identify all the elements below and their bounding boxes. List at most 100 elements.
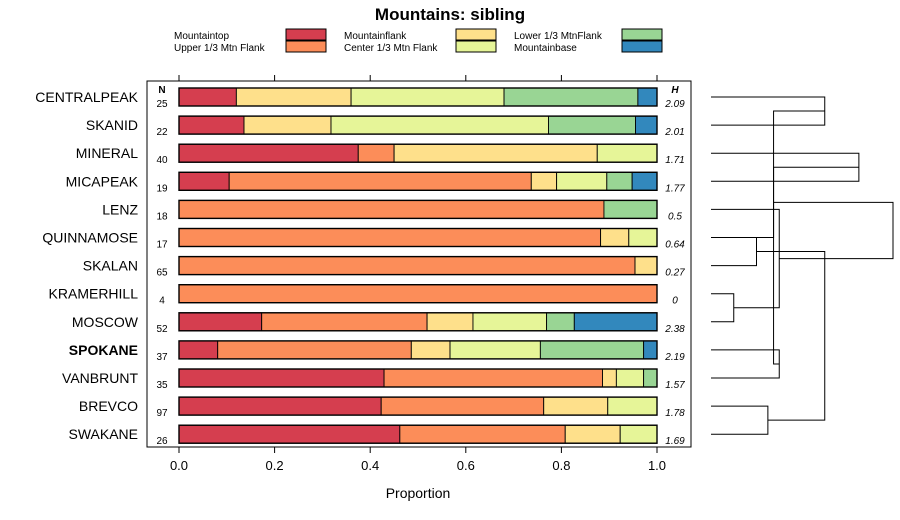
n-header: N xyxy=(158,85,165,96)
bar-segment xyxy=(383,368,603,388)
category-label: SKANID xyxy=(86,117,138,133)
bar-segment xyxy=(235,87,352,107)
bar-segment xyxy=(556,171,608,191)
h-value: 1.77 xyxy=(665,183,685,194)
bar-segment xyxy=(178,199,605,219)
bar-segment xyxy=(380,396,545,416)
bar-segment xyxy=(178,171,230,191)
bar-outline xyxy=(178,87,658,107)
bar-segment xyxy=(602,368,617,388)
category-label: QUINNAMOSE xyxy=(42,230,138,246)
category-label: MOSCOW xyxy=(72,314,139,330)
bar-segment xyxy=(217,340,412,360)
bar-segment xyxy=(634,256,658,276)
category-label: KRAMERHILL xyxy=(49,286,139,302)
bar-segment xyxy=(603,199,658,219)
h-value: 2.01 xyxy=(664,127,684,138)
n-value: 18 xyxy=(156,211,168,222)
n-value: 97 xyxy=(156,408,168,419)
n-value: 19 xyxy=(156,183,168,194)
n-value: 40 xyxy=(156,155,168,166)
x-tick-label: 0.2 xyxy=(266,458,284,473)
bar-segment xyxy=(178,396,382,416)
bar-outline xyxy=(178,396,658,416)
n-value: 4 xyxy=(159,296,165,307)
category-label: MINERAL xyxy=(76,145,138,161)
n-value: 65 xyxy=(156,268,168,279)
n-value: 35 xyxy=(156,380,168,391)
legend-swatch xyxy=(455,28,497,41)
bar-segment xyxy=(530,171,558,191)
category-label: CENTRALPEAK xyxy=(35,89,138,105)
bar-segment xyxy=(410,340,451,360)
bar-segment xyxy=(635,115,658,135)
bar-segment xyxy=(615,368,645,388)
bar-segment xyxy=(399,424,566,444)
bar-segment xyxy=(619,424,658,444)
bar-segment xyxy=(607,396,658,416)
dendrogram-branch xyxy=(773,201,894,260)
dendrogram-branch xyxy=(711,349,780,379)
legend-swatch xyxy=(621,40,663,53)
h-value: 0.5 xyxy=(668,211,682,222)
bar-outline xyxy=(178,284,658,304)
category-label: LENZ xyxy=(102,201,138,217)
bar-segment xyxy=(600,228,630,247)
bar-segment xyxy=(503,87,639,107)
legend-label: Lower 1/3 MtnFlank xyxy=(514,31,603,42)
bar-segment xyxy=(178,424,401,444)
category-label: SKALAN xyxy=(83,258,138,274)
legend-label: Mountaintop xyxy=(174,31,229,42)
bar-segment xyxy=(178,368,385,388)
bar-outline xyxy=(178,255,658,276)
bar-segment xyxy=(330,115,549,135)
bar-segment xyxy=(543,396,609,416)
plot-frame xyxy=(146,80,692,448)
h-value: 0 xyxy=(672,296,678,307)
h-header: H xyxy=(671,85,679,96)
bar-segment xyxy=(178,340,219,360)
h-value: 2.09 xyxy=(664,99,685,110)
x-tick-label: 1.0 xyxy=(648,458,666,473)
bar-segment xyxy=(628,228,658,247)
dendrogram xyxy=(711,96,894,435)
x-axis-label: Proportion xyxy=(386,485,451,501)
bar-segment xyxy=(539,340,645,360)
dendrogram-branch xyxy=(711,293,735,323)
bar-segment xyxy=(596,143,658,163)
chart-title: Mountains: sibling xyxy=(375,5,525,24)
dendrogram-branch xyxy=(756,251,826,421)
n-value: 26 xyxy=(156,436,168,447)
legend-swatch xyxy=(285,40,327,53)
h-value: 1.69 xyxy=(665,436,685,447)
bar-segment xyxy=(449,340,541,360)
x-tick-label: 0.0 xyxy=(170,458,188,473)
bar-segment xyxy=(357,143,395,163)
bar-segment xyxy=(178,256,636,276)
dendrogram-branch xyxy=(773,110,825,365)
bar-outline xyxy=(178,227,658,248)
h-value: 0.64 xyxy=(665,240,685,251)
h-value: 1.71 xyxy=(665,155,684,166)
bar-outline xyxy=(178,340,658,360)
bar-segment xyxy=(228,171,532,191)
bar-segment xyxy=(243,115,332,135)
bar-segment xyxy=(178,87,237,107)
bar-segment xyxy=(548,115,636,135)
bar-segment xyxy=(178,228,602,247)
bar-outline xyxy=(178,368,658,388)
n-value: 37 xyxy=(156,352,168,363)
dendrogram-branch xyxy=(711,208,780,309)
bar-segment xyxy=(573,312,658,332)
category-label: MICAPEAK xyxy=(66,173,139,189)
bar-outline xyxy=(178,115,658,135)
bar-segment xyxy=(631,171,658,191)
bar-segment xyxy=(546,312,575,332)
legend-swatch xyxy=(455,40,497,53)
category-label: SPOKANE xyxy=(69,342,138,358)
dendrogram-branch xyxy=(711,405,769,435)
legend-swatch xyxy=(621,28,663,41)
h-value: 0.27 xyxy=(665,268,685,279)
